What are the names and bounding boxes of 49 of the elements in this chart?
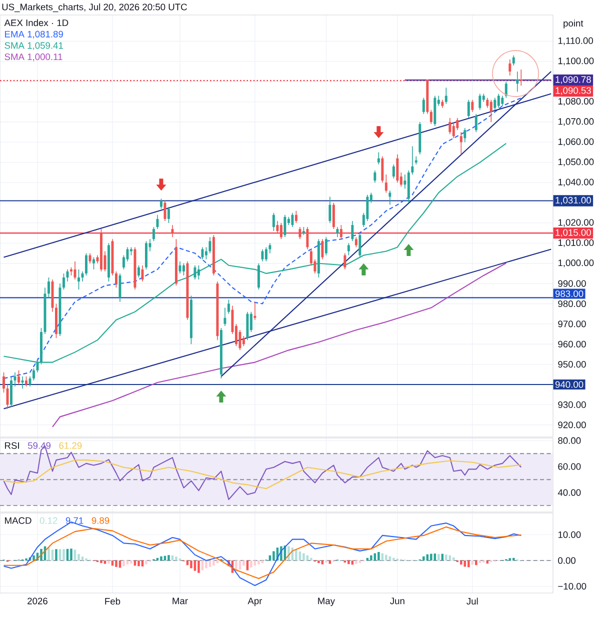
series-label: 9.89 xyxy=(92,517,110,524)
y-tick-label: 80.00 xyxy=(558,437,581,444)
y-tick-label: 1,060.00 xyxy=(558,138,594,146)
text: EMA 1,081.89 xyxy=(5,30,63,39)
x-tick-label: Mar xyxy=(172,598,188,604)
x-tick-label: 2026 xyxy=(28,598,48,604)
y-tick-label: 60.00 xyxy=(558,463,581,470)
x-tick-label: Jul xyxy=(466,598,478,605)
y-tick-label: 10.00 xyxy=(558,531,581,538)
series-label: 61.29 xyxy=(59,442,82,449)
y-tick-label: 930.00 xyxy=(558,401,586,408)
y-tick-label: 1,020.00 xyxy=(558,219,594,227)
y-tick-label: 950.00 xyxy=(558,361,586,368)
ref-line-label: 983.00 xyxy=(555,290,584,298)
x-tick-label: Jun xyxy=(390,598,404,604)
series-label: 9.71 xyxy=(66,517,84,524)
y-tick-label: 960.00 xyxy=(558,340,586,348)
ref-line-label: 1,031.00 xyxy=(556,196,591,205)
data-label: 1,090.78 xyxy=(556,76,591,84)
y-tick-label: 1,040.00 xyxy=(558,178,594,186)
ref-line-label: 940.00 xyxy=(555,381,584,388)
y-tick-label: 1,050.00 xyxy=(558,158,594,166)
ref-line-label: 1,015.00 xyxy=(556,229,591,237)
y-tick-label: 1,100.00 xyxy=(558,58,594,66)
text: US_Markets_charts, Jul 20, 2026 20:50 UTC xyxy=(2,3,187,12)
chart-title: MACD xyxy=(5,517,32,524)
y-tick-label: 920.00 xyxy=(558,422,586,428)
y-tick-label: 0.00 xyxy=(558,557,576,564)
text: 0.12 xyxy=(40,517,58,524)
y-tick-label: −10.00 xyxy=(558,583,586,590)
text: SMA 1,000.11 xyxy=(4,54,62,62)
y-tick-label: 1,080.00 xyxy=(558,98,594,106)
y-tick-label: 1,000.00 xyxy=(558,260,594,268)
series-label: 59.49 xyxy=(28,442,51,449)
chart-title: RSI xyxy=(5,442,19,449)
text: SMA 1,059.41 xyxy=(4,42,63,50)
x-tick-label: Feb xyxy=(105,598,120,605)
y-tick-label: 990.00 xyxy=(558,280,586,287)
y-tick-label: 1,110.00 xyxy=(558,37,593,46)
x-tick-label: May xyxy=(318,598,335,606)
y-tick-label: 1,010.00 xyxy=(558,239,594,248)
y-tick-label: 980.00 xyxy=(558,300,586,308)
y-axis-title: point xyxy=(564,20,584,28)
x-tick-label: Apr xyxy=(248,598,262,606)
chart-title: AEX Index · 1D xyxy=(4,19,68,26)
y-tick-label: 970.00 xyxy=(558,320,586,328)
y-tick-label: 40.00 xyxy=(558,489,581,496)
y-tick-label: 1,070.00 xyxy=(558,118,594,126)
ref-line-label: 1,090.53 xyxy=(556,87,591,95)
